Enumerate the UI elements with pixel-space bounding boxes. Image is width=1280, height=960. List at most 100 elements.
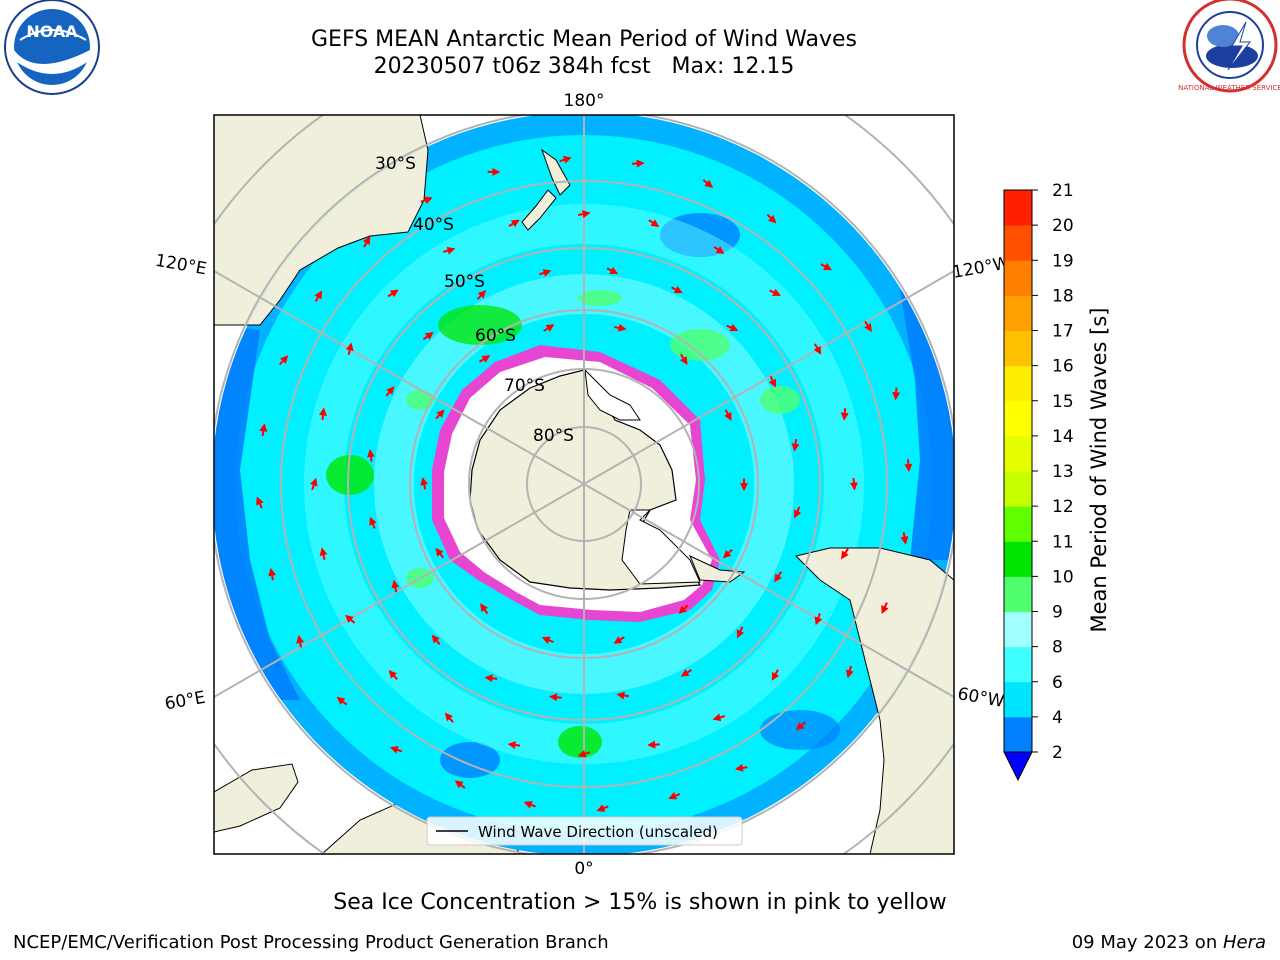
wind-wave-arrow: [766, 213, 777, 224]
wind-wave-arrow: [680, 668, 692, 677]
wind-wave-arrow: [577, 749, 591, 758]
wind-wave-arrow: [904, 459, 913, 472]
colorbar-segment: [1004, 400, 1032, 437]
wind-wave-arrow: [478, 355, 491, 363]
lon-label-0: 0°: [574, 859, 593, 879]
wind-wave-arrow: [344, 614, 356, 624]
colorbar-segment: [1004, 506, 1032, 542]
nws-logo: NATIONAL WEATHER SERVICE: [1178, 0, 1280, 93]
colorbar-segment: [1004, 471, 1032, 507]
wind-wave-arrow: [389, 746, 403, 754]
colorbar-tick-label: 9: [1052, 603, 1063, 623]
wind-wave-arrow: [845, 665, 854, 679]
date-label: 09 May 2023 on: [1071, 932, 1223, 953]
wind-wave-arrow: [259, 423, 268, 437]
wind-wave-arrow: [734, 763, 748, 772]
lon-label-180: 180°: [564, 91, 605, 111]
colorbar-segment: [1004, 295, 1032, 331]
graticule: [214, 115, 954, 854]
legend-label: Wind Wave Direction (unscaled): [478, 823, 718, 841]
wind-wave-arrow: [435, 409, 445, 420]
wind-wave-arrow: [422, 332, 434, 341]
colorbar-tick-label: 4: [1052, 708, 1063, 728]
map-title: GEFS MEAN Antarctic Mean Period of Wind …: [311, 27, 857, 52]
colorbar-tick-label: 14: [1052, 427, 1074, 447]
colorbar-segment: [1004, 435, 1032, 472]
wind-wave-arrow: [508, 219, 520, 228]
wind-wave-arrow: [841, 548, 849, 560]
wind-wave-arrow: [507, 741, 521, 750]
wind-wave-arrow: [820, 262, 832, 271]
colorbar-segment: [1004, 365, 1032, 402]
colorbar-segment: [1004, 190, 1032, 226]
wind-wave-arrow: [813, 343, 822, 355]
wind-wave-arrow: [881, 602, 889, 614]
wind-wave-arrow: [549, 693, 562, 702]
colorbar-tick-label: 8: [1052, 638, 1063, 658]
wind-wave-arrow: [476, 289, 487, 300]
colorbar-segment: [1004, 716, 1032, 753]
madagascar-landmass: [214, 763, 299, 833]
wind-wave-arrow: [768, 375, 777, 388]
wind-wave-arrow: [712, 713, 725, 722]
sea-ice-caption: Sea Ice Concentration > 15% is shown in …: [333, 890, 947, 915]
colorbar-tick-label: 16: [1052, 357, 1074, 377]
wind-wave-arrow: [480, 603, 489, 615]
wind-wave-arrow: [795, 721, 807, 731]
wind-wave-arrow: [678, 604, 689, 614]
wind-wave-arrow: [864, 320, 872, 332]
wind-wave-arrow: [543, 324, 555, 332]
wind-wave-arrow: [559, 155, 572, 164]
wind-wave-arrow: [614, 323, 627, 332]
wind-wave-arrow: [444, 712, 454, 723]
wind-wave-arrow: [791, 439, 800, 452]
wind-wave-arrow: [840, 408, 849, 421]
wind-wave-arrow: [647, 740, 660, 749]
wind-wave-arrow: [723, 548, 733, 559]
lat-label-40s: 40°S: [413, 215, 454, 235]
wind-wave-arrow: [336, 696, 348, 706]
colorbar-tick-label: 12: [1052, 497, 1074, 517]
wind-wave-arrow: [900, 531, 909, 545]
map-area: Wind Wave Direction (unscaled) 30°S 40°S…: [214, 115, 954, 854]
new-zealand-landmass: [521, 148, 571, 231]
wind-wave-arrow: [702, 179, 714, 188]
wind-wave-arrow: [314, 290, 323, 302]
colorbar-segment: [1004, 576, 1032, 612]
colorbar-segment: [1004, 541, 1032, 577]
wind-wave-arrow: [769, 288, 782, 296]
credit-text: NCEP/EMC/Verification Post Processing Pr…: [13, 932, 609, 953]
wind-wave-arrow: [420, 477, 429, 490]
wind-wave-arrow: [443, 246, 456, 255]
wind-wave-arrow: [296, 635, 305, 648]
wind-wave-arrow: [668, 792, 681, 800]
colorbar-extend-triangle: [1003, 751, 1033, 782]
lat-label-60s: 60°S: [475, 326, 516, 346]
wind-wave-arrow: [454, 780, 466, 789]
wind-wave-arrow: [892, 387, 901, 401]
lat-label-50s: 50°S: [444, 272, 485, 292]
wind-wave-arrow: [278, 355, 289, 366]
colorbar-segment: [1004, 225, 1032, 261]
wind-wave-arrow: [366, 449, 375, 462]
wind-wave-arrow: [724, 409, 732, 421]
wind-wave-arrow: [849, 477, 858, 491]
wind-wave-arrow: [388, 670, 398, 680]
colorbar-tick-label: 18: [1052, 286, 1074, 306]
wind-wave-arrow: [774, 571, 783, 583]
wind-wave-arrow: [648, 219, 660, 227]
lon-label-60w: 60°W: [956, 684, 1006, 712]
wind-wave-arrow: [345, 342, 354, 356]
lon-label-120e: 120°E: [154, 251, 208, 280]
colorbar-tick-label: 13: [1052, 462, 1074, 482]
wind-wave-arrow: [596, 804, 609, 812]
colorbar-tick-label: 10: [1052, 567, 1074, 587]
wind-wave-arrow: [369, 516, 377, 529]
colorbar-tick-label: 20: [1052, 216, 1074, 236]
map-frame: [213, 114, 955, 855]
wind-wave-arrow: [771, 669, 780, 681]
wind-wave-arrow: [577, 210, 591, 219]
map-subtitle: 20230507 t06z 384h fcst Max: 12.15: [373, 54, 795, 79]
colorbar-tick-label: 15: [1052, 392, 1074, 412]
